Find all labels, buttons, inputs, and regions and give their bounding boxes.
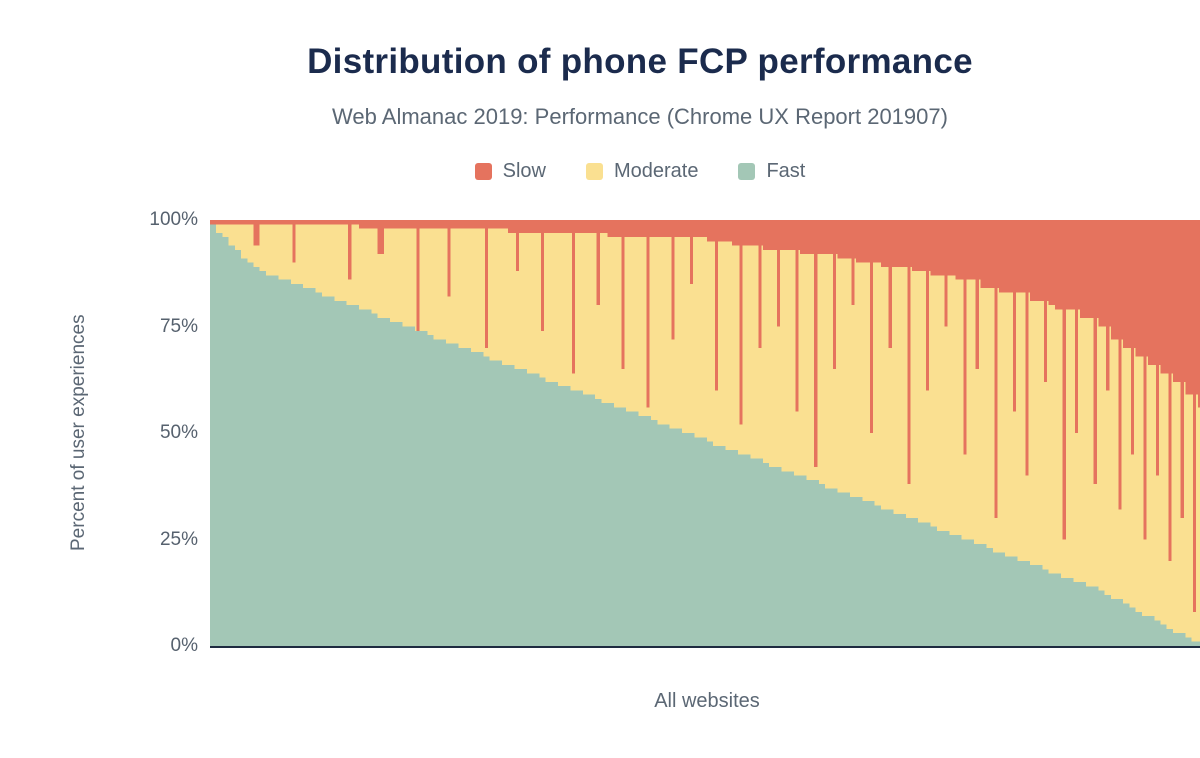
y-tick-0: 0%: [170, 635, 198, 656]
chart-title: Distribution of phone FCP performance: [307, 42, 973, 81]
legend-label-slow: Slow: [502, 160, 546, 182]
y-axis-title: Percent of user experiences: [68, 314, 89, 552]
fcp-distribution-chart: Distribution of phone FCP performance We…: [40, 16, 1200, 758]
chart-legend: Slow Moderate Fast: [40, 160, 1200, 183]
y-axis-tick-labels: 100% 75% 50% 25% 0%: [120, 209, 198, 656]
legend-item-moderate: Moderate: [585, 160, 699, 183]
y-tick-75: 75%: [159, 315, 198, 337]
plot-area: [210, 220, 1200, 648]
legend-swatch-moderate-icon: [585, 163, 603, 180]
legend-label-moderate: Moderate: [613, 160, 699, 182]
y-tick-25: 25%: [159, 528, 198, 550]
legend-item-slow: Slow: [474, 160, 546, 183]
legend-item-fast: Fast: [738, 160, 805, 183]
legend-label-fast: Fast: [766, 160, 806, 182]
x-axis-label: All websites: [654, 690, 760, 712]
y-tick-100: 100%: [149, 209, 198, 230]
chart-subtitle: Web Almanac 2019: Performance (Chrome UX…: [332, 104, 948, 129]
y-tick-50: 50%: [159, 422, 198, 443]
legend-swatch-fast-icon: [738, 163, 756, 180]
legend-swatch-slow-icon: [474, 163, 492, 180]
